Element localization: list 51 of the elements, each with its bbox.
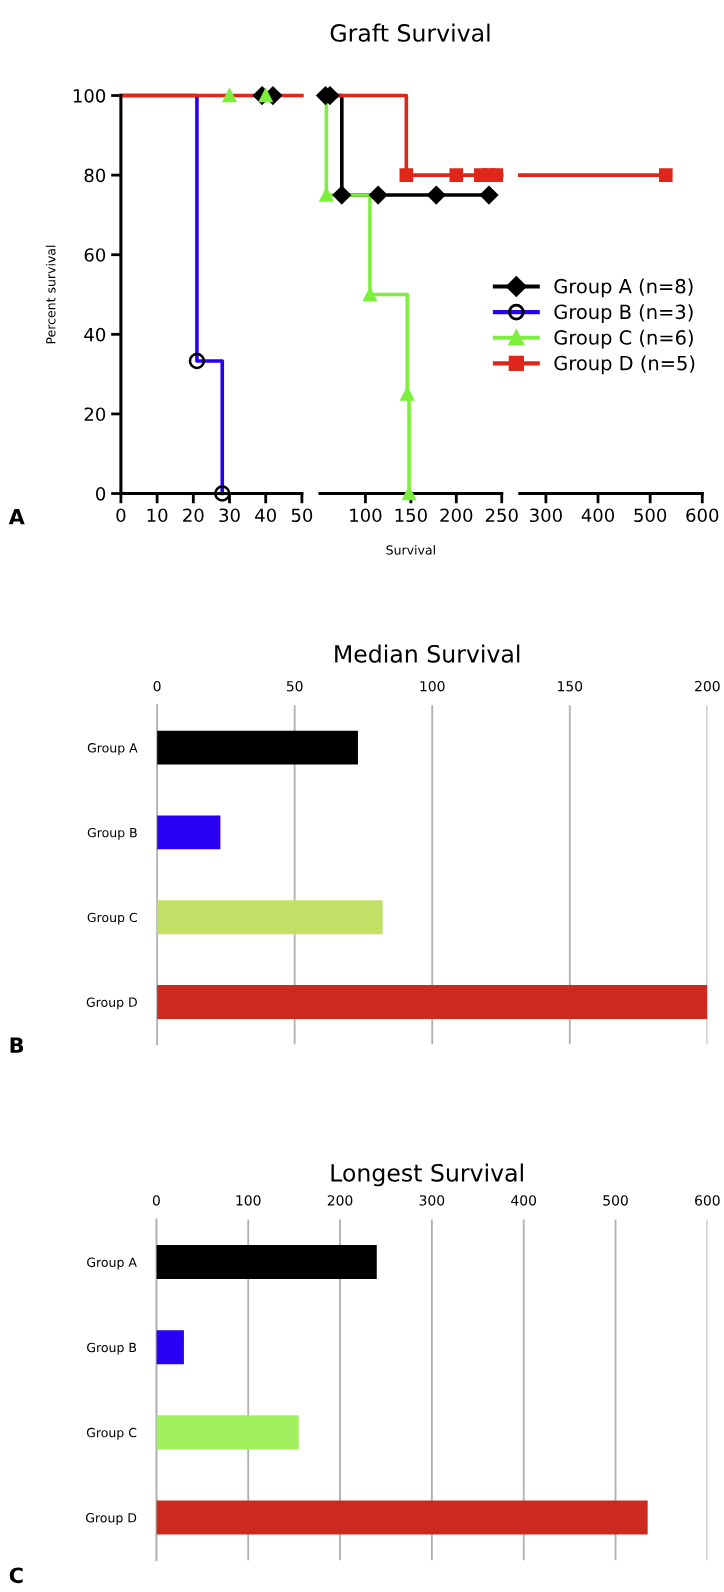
x-tick-label: 600 <box>686 508 719 523</box>
x-tick-label: 100 <box>350 508 382 523</box>
x-tick-label: 300 <box>419 1195 445 1206</box>
chart-title: Median Survival <box>335 644 520 663</box>
x-tick-label: 400 <box>511 1195 537 1206</box>
x-tick-label: 40 <box>255 508 276 523</box>
chart-title: Longest Survival <box>331 1163 523 1187</box>
x-tick-label: 20 <box>183 508 204 523</box>
x-tick-label: 300 <box>530 508 562 523</box>
legend-label: Group D (n=5) <box>554 355 695 375</box>
y-axis-title: Percent survival <box>45 245 56 344</box>
x-tick-label: 50 <box>291 508 313 523</box>
y-tick-label: Group C <box>87 912 137 925</box>
x-tick-label: 30 <box>219 508 240 523</box>
legend-label: Group A (n=8) <box>554 278 693 298</box>
y-tick-label: Group A <box>87 1257 137 1270</box>
y-tick-label: 20 <box>84 407 106 422</box>
x-tick-label: 10 <box>147 508 168 523</box>
x-axis-title: Survival <box>386 545 435 555</box>
x-tick-label: 100 <box>236 1195 261 1206</box>
y-tick-label: Group D <box>85 1513 137 1525</box>
y-tick-label: Group B <box>87 1342 137 1355</box>
y-tick-label: Group A <box>87 743 138 755</box>
y-tick-label: 0 <box>96 486 106 501</box>
x-tick-label: 500 <box>603 1195 628 1206</box>
x-tick-label: 0 <box>152 1195 160 1206</box>
x-tick-label: 50 <box>286 680 303 692</box>
x-tick-label: 250 <box>485 508 518 523</box>
y-tick-label: Group B <box>87 827 137 840</box>
y-tick-label: Group C <box>86 1427 137 1440</box>
y-tick-label: 60 <box>84 248 106 262</box>
x-tick-label: 150 <box>558 680 583 692</box>
x-tick-label: 600 <box>695 1195 720 1206</box>
y-tick-label: 100 <box>73 88 106 103</box>
x-tick-label: 400 <box>581 508 615 523</box>
y-tick-label: 80 <box>84 168 106 183</box>
x-tick-label: 0 <box>153 680 161 692</box>
text: B <box>10 1037 24 1053</box>
text: A <box>8 509 25 525</box>
x-tick-label: 100 <box>420 680 445 692</box>
legend-label: Group B (n=3) <box>554 304 693 323</box>
chart-title: Graft Survival <box>330 23 490 42</box>
legend-label: Group C (n=6) <box>554 329 693 349</box>
y-tick-label: Group D <box>86 997 137 1010</box>
x-tick-label: 150 <box>395 508 427 523</box>
x-tick-label: 200 <box>695 680 720 692</box>
text: C <box>9 1567 23 1584</box>
y-tick-label: 40 <box>84 327 106 342</box>
x-tick-label: 200 <box>440 508 473 523</box>
x-tick-label: 500 <box>634 508 667 523</box>
x-tick-label: 200 <box>327 1195 353 1206</box>
